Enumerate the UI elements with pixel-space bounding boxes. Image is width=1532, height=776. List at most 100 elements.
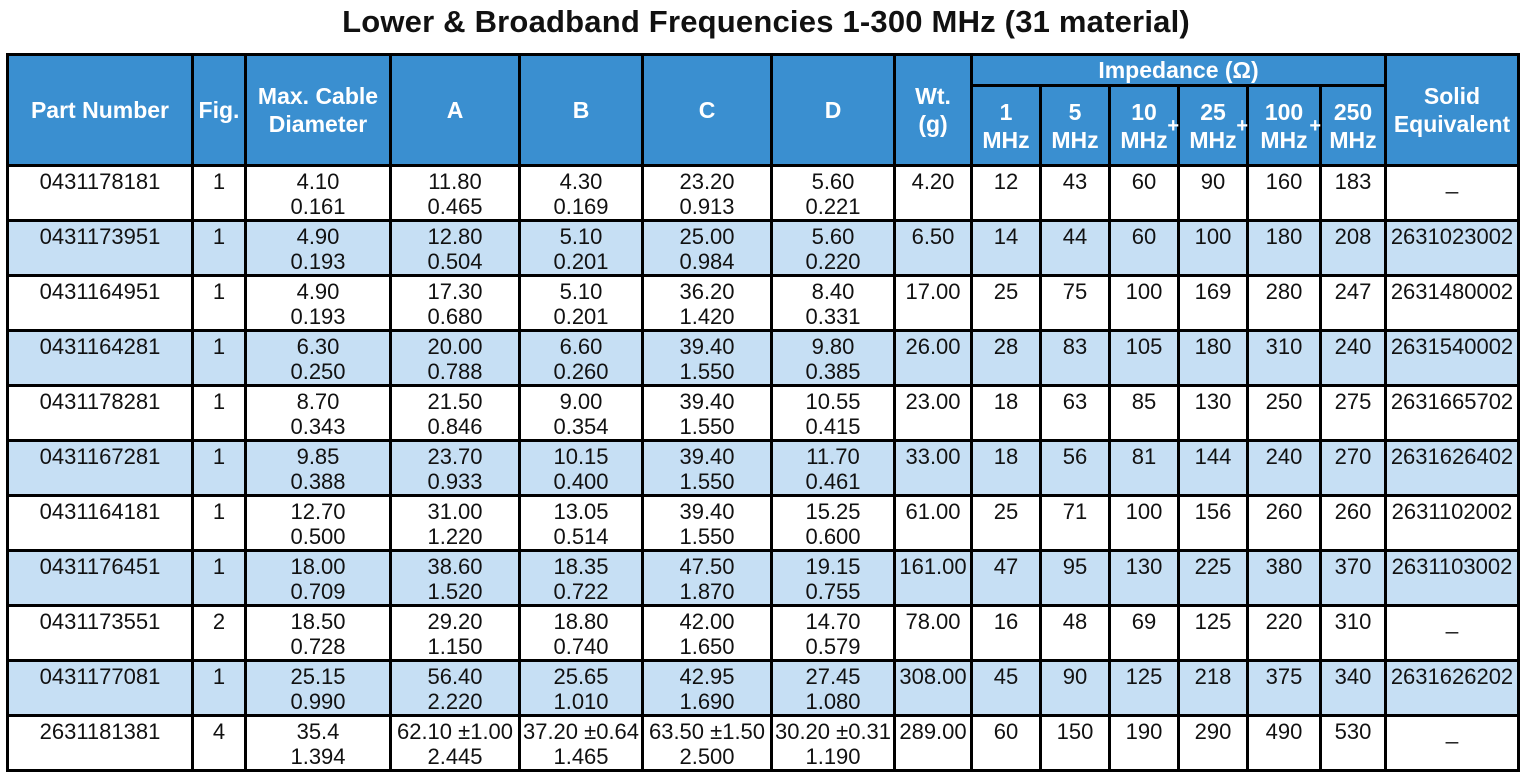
- dim-a-mm: 38.60: [427, 554, 483, 579]
- header-freq-5: 250 MHz: [1319, 84, 1387, 167]
- dim-b-cell: 10.15 0.400: [518, 439, 644, 497]
- header-row: Part Number Fig. Max. Cable Diameter A B…: [6, 53, 1520, 167]
- weight-cell: 17.00: [893, 274, 973, 332]
- dim-d-mm: 5.60: [811, 224, 855, 249]
- solid-equivalent-cell: 2631103002: [1384, 549, 1520, 607]
- part-number-cell: 0431178281: [6, 384, 194, 442]
- dim-cable-mm: 4.90: [296, 279, 340, 304]
- dim-cable-cell: 25.15 0.990: [244, 659, 392, 717]
- impedance-cell: 25: [970, 494, 1042, 552]
- weight-cell: 308.00: [893, 659, 973, 717]
- dim-b-cell: 5.10 0.201: [518, 219, 644, 277]
- table-row: 0431173551 2 18.50 0.728 29.20 1.150 18.80 0.74…: [6, 604, 1520, 662]
- impedance-cell: 90: [1177, 164, 1249, 222]
- impedance-cell: 56: [1039, 439, 1111, 497]
- dim-a-in: 0.680: [427, 304, 483, 329]
- page-title: Lower & Broadband Frequencies 1-300 MHz …: [342, 4, 1190, 39]
- dim-cable-mm: 18.50: [290, 609, 346, 634]
- impedance-cell: 530: [1319, 714, 1387, 772]
- impedance-cell: 95: [1039, 549, 1111, 607]
- dim-c-mm: 36.20: [679, 279, 735, 304]
- impedance-cell: 183: [1319, 164, 1387, 222]
- dim-cable-in: 0.990: [290, 689, 346, 714]
- impedance-cell: 375: [1246, 659, 1322, 717]
- impedance-cell: 105: [1108, 329, 1180, 387]
- dim-cable-in: 0.728: [290, 634, 346, 659]
- table-row: 0431178281 1 8.70 0.343 21.50 0.846 9.00 0.354 3…: [6, 384, 1520, 442]
- dim-a-mm: 17.30: [427, 279, 483, 304]
- dim-b-mm: 37.20 ±0.64: [522, 719, 640, 744]
- impedance-cell: 150: [1039, 714, 1111, 772]
- dim-c-in: 1.650: [679, 634, 735, 659]
- dim-b-in: 0.514: [553, 524, 609, 549]
- dim-d-in: 0.331: [805, 304, 861, 329]
- dim-a-mm: 11.80: [428, 169, 482, 194]
- dim-a-cell: 31.00 1.220: [389, 494, 521, 552]
- impedance-cell: 43: [1039, 164, 1111, 222]
- solid-equivalent-cell: 2631023002: [1384, 219, 1520, 277]
- dim-b-mm: 18.35: [553, 554, 609, 579]
- impedance-cell: 100: [1108, 274, 1180, 332]
- impedance-cell: 16: [970, 604, 1042, 662]
- impedance-cell: 160: [1246, 164, 1322, 222]
- dim-cable-in: 0.343: [290, 414, 346, 439]
- dim-c-in: 2.500: [679, 744, 735, 769]
- dim-d-in: 0.755: [805, 579, 861, 604]
- dim-b-mm: 10.15: [553, 444, 609, 469]
- dim-c-cell: 39.40 1.550: [641, 494, 773, 552]
- impedance-cell: 60: [970, 714, 1042, 772]
- header-freq-unit-text: MHz: [1260, 126, 1308, 153]
- dim-c-cell: 36.20 1.420: [641, 274, 773, 332]
- fig-cell: 1: [191, 219, 247, 277]
- solid-equivalent-cell: 2631626402: [1384, 439, 1520, 497]
- dim-cable-cell: 18.00 0.709: [244, 549, 392, 607]
- fig-cell: 1: [191, 494, 247, 552]
- impedance-cell: 240: [1246, 439, 1322, 497]
- dim-c-cell: 47.50 1.870: [641, 549, 773, 607]
- dim-a-mm: 31.00: [427, 499, 483, 524]
- dim-b-cell: 5.10 0.201: [518, 274, 644, 332]
- impedance-cell: 144: [1177, 439, 1249, 497]
- header-solid-line2: Equivalent: [1393, 111, 1511, 137]
- dim-d-in: 0.385: [805, 359, 861, 384]
- table-row: 0431164181 1 12.70 0.500 31.00 1.220 13.05 0.51…: [6, 494, 1520, 552]
- header-weight-line1: Wt.: [915, 83, 951, 109]
- dim-cable-in: 0.709: [290, 579, 346, 604]
- dim-d-mm: 11.70: [806, 444, 860, 469]
- header-freq-value: 100: [1264, 98, 1304, 125]
- table-row: 0431167281 1 9.85 0.388 23.70 0.933 10.15 0.400…: [6, 439, 1520, 497]
- dim-a-in: 0.788: [427, 359, 483, 384]
- impedance-cell: 280: [1246, 274, 1322, 332]
- table-row: 0431176451 1 18.00 0.709 38.60 1.520 18.35 0.72…: [6, 549, 1520, 607]
- impedance-cell: 260: [1246, 494, 1322, 552]
- header-freq-value: 5: [1068, 98, 1082, 125]
- solid-equivalent-cell: 2631665702: [1384, 384, 1520, 442]
- dim-a-in: 0.933: [427, 469, 483, 494]
- dim-a-in: 0.504: [427, 249, 483, 274]
- fig-cell: 1: [191, 164, 247, 222]
- dim-cable-mm: 4.10: [296, 169, 340, 194]
- solid-equivalent-cell: _: [1384, 164, 1520, 222]
- header-impedance: Impedance (Ω): [970, 53, 1387, 87]
- dim-c-mm: 39.40: [679, 444, 735, 469]
- dim-a-in: 1.220: [427, 524, 483, 549]
- dim-a-cell: 62.10 ±1.00 2.445: [389, 714, 521, 772]
- dim-b-cell: 25.65 1.010: [518, 659, 644, 717]
- weight-cell: 23.00: [893, 384, 973, 442]
- header-b: B: [518, 53, 644, 167]
- dim-a-cell: 56.40 2.220: [389, 659, 521, 717]
- solid-equivalent-cell: 2631540002: [1384, 329, 1520, 387]
- dim-cable-mm: 4.90: [296, 224, 340, 249]
- dim-d-in: 0.220: [805, 249, 861, 274]
- dim-cable-in: 0.193: [290, 249, 346, 274]
- impedance-cell: 25: [970, 274, 1042, 332]
- dim-d-in: 1.080: [805, 689, 861, 714]
- dim-b-in: 0.400: [553, 469, 609, 494]
- impedance-cell: 340: [1319, 659, 1387, 717]
- impedance-cell: 130: [1108, 549, 1180, 607]
- impedance-cell: 81: [1108, 439, 1180, 497]
- impedance-cell: 12: [970, 164, 1042, 222]
- dim-a-mm: 20.00: [427, 334, 483, 359]
- part-number-cell: 0431176451: [6, 549, 194, 607]
- header-c: C: [641, 53, 773, 167]
